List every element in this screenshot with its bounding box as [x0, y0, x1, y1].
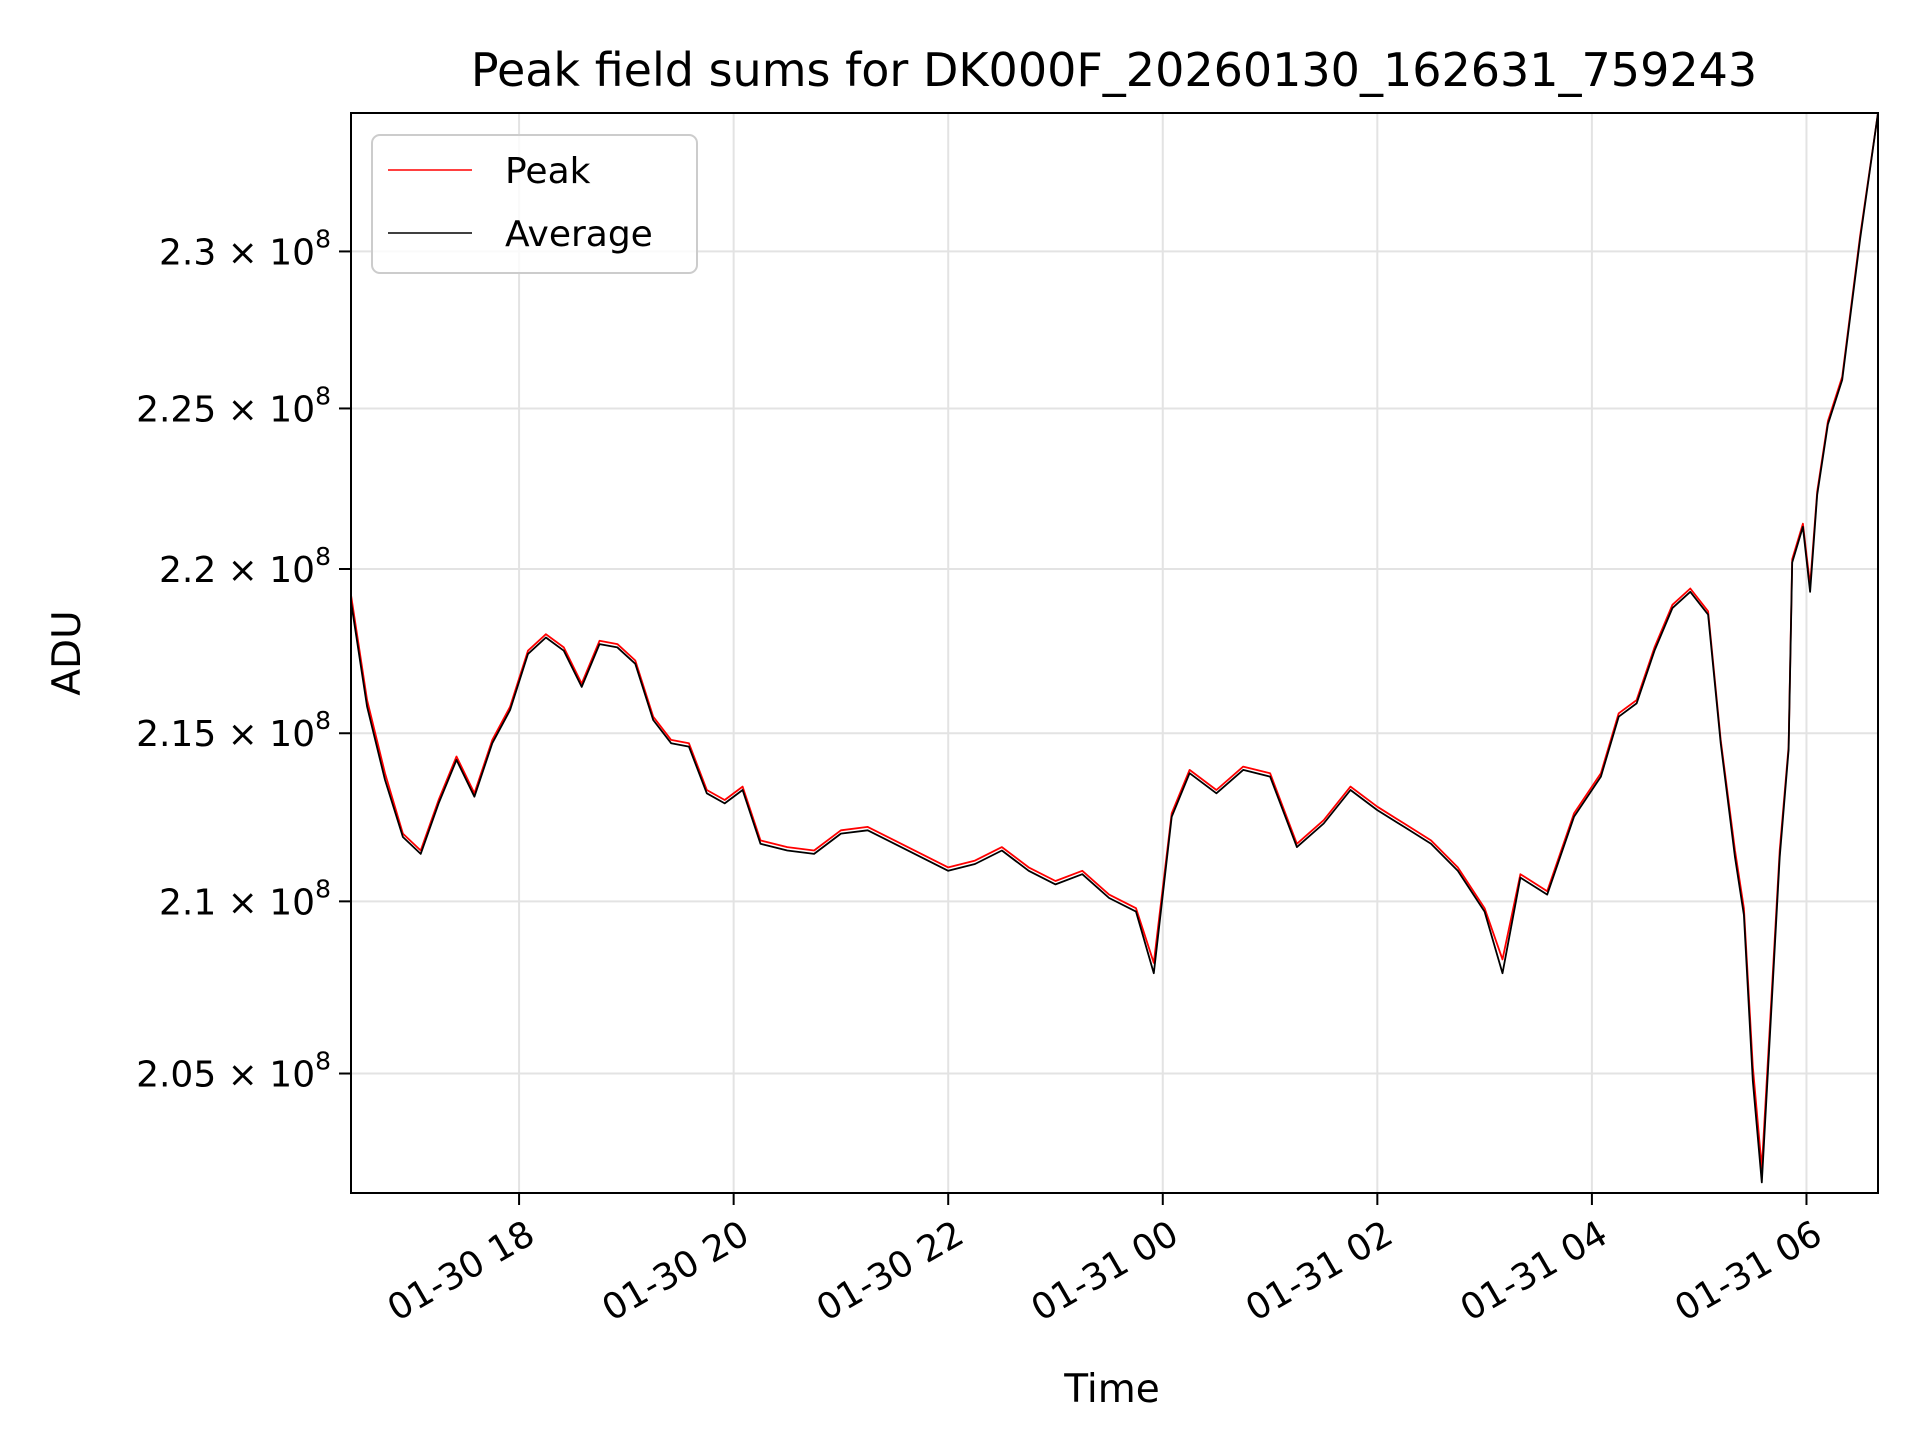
y-tick-label: 2.3 × 108 [159, 224, 331, 273]
legend-label-average: Average [505, 214, 653, 255]
legend: Peak Average [371, 134, 698, 274]
y-tick-label: 2.05 × 108 [136, 1047, 331, 1096]
y-tick-label: 2.25 × 108 [136, 381, 331, 430]
grid [351, 113, 1878, 1193]
y-tick-label: 2.15 × 108 [136, 706, 331, 755]
y-tick-label: 2.2 × 108 [159, 542, 331, 591]
series-line-peak [350, 112, 1879, 1170]
y-tick-label: 2.1 × 108 [159, 874, 331, 923]
legend-label-peak: Peak [505, 151, 591, 192]
y-axis-ticks: 2.05 × 108 2.1 × 108 2.15 × 108 2.2 × 108 2.… [136, 224, 351, 1096]
chart-title: Peak field sums for DK000F_20260130_1626… [471, 43, 1757, 97]
plot-frame [350, 112, 1879, 1194]
data-lines [350, 112, 1879, 1184]
x-axis-label: Time [1063, 1367, 1159, 1412]
series-line-average [350, 112, 1879, 1184]
y-axis-label: ADU [45, 610, 90, 695]
